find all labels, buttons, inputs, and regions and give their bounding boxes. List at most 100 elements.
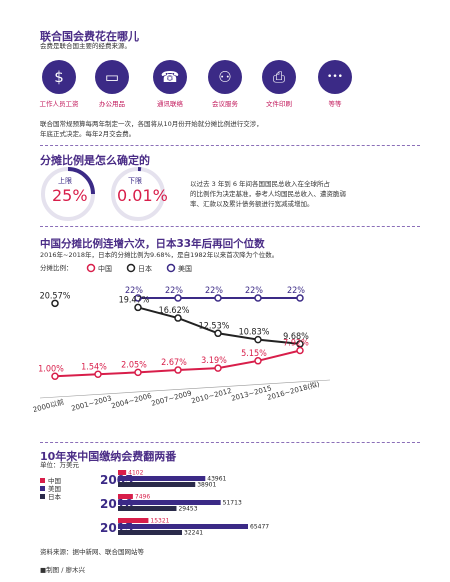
section3-subtitle: 2016年~2018年，日本的分摊比例为9.68%，是自1982年以来首次降为个… <box>40 251 279 259</box>
icon-label: 会议服务 <box>212 100 238 108</box>
line-chart: 22% 22% 22% 22% 22% 20.57% 19.47% 16.62% 12.53% 1… <box>32 286 331 414</box>
data-label: 2.67% <box>161 358 187 368</box>
legend-us-text: 美国 <box>178 264 192 273</box>
data-label: 22% <box>125 286 143 296</box>
line-legend: 中国 日本 美国 <box>86 263 192 273</box>
icon-label: 等等 <box>328 100 342 108</box>
bar-legend-label: 日本 <box>48 492 62 501</box>
data-point <box>214 329 222 338</box>
section3-title: 中国分摊比例连增六次，日本33年后再回个位数 <box>40 238 265 250</box>
divider-2 <box>40 226 420 227</box>
data-point <box>51 299 59 308</box>
bar-legend-swatch <box>40 478 45 483</box>
legend-label: 分摊比例： <box>40 264 73 272</box>
data-point <box>254 294 262 302</box>
more-icon: ••• <box>318 60 352 94</box>
data-label: 1.54% <box>81 362 107 372</box>
divider-1 <box>40 145 420 146</box>
footer-credit: ■制图 / 廖木兴 <box>40 566 85 574</box>
bar-value-label: 51713 <box>223 500 242 507</box>
bar <box>118 470 127 475</box>
bar-legend-label: 中国 <box>48 476 61 485</box>
legend-us-marker <box>166 263 176 273</box>
data-point <box>296 294 304 302</box>
data-label: 10.83% <box>239 328 270 338</box>
data-label: 22% <box>245 286 263 296</box>
bar-value-label: 4102 <box>128 470 143 477</box>
icon-label: 工作人员工资 <box>39 100 79 108</box>
bar-value-label: 38901 <box>197 482 216 489</box>
data-point <box>214 364 222 372</box>
section1-title: 联合国会费花在哪儿 <box>40 30 139 43</box>
data-label: 5.15% <box>241 349 267 359</box>
section1-subtitle: 会费是联合国主要的经费来源。 <box>40 42 131 50</box>
bar-value-label: 29453 <box>178 506 197 513</box>
data-label: 22% <box>205 286 223 296</box>
data-point <box>214 294 222 302</box>
x-tick-label: 2001~2003 <box>70 394 112 412</box>
data-label: 3.19% <box>201 356 227 366</box>
ratio-rings <box>41 167 165 221</box>
lower-value: 0.01% <box>117 186 168 205</box>
section1-note-2: 年底正式决定。每年2月交会费。 <box>40 130 136 138</box>
data-point <box>174 366 182 374</box>
data-point <box>174 294 182 302</box>
legend-china-text: 中国 <box>98 264 112 273</box>
icon-label: 办公用品 <box>99 100 125 108</box>
section2-title: 分摊比例是怎么确定的 <box>40 154 150 167</box>
bar-value-label: 15321 <box>150 518 169 525</box>
section4-title: 10年来中国缴纳会费翻两番 <box>40 450 177 463</box>
icon-label: 文件印刷 <box>266 100 292 108</box>
bar <box>118 518 149 523</box>
computer-icon: ▭ <box>95 60 129 94</box>
x-tick-label: 2000以前 <box>32 397 65 414</box>
data-label: 12.53% <box>199 321 230 331</box>
x-tick-label: 2007~2009 <box>150 389 192 407</box>
meeting-icon: ⚇ <box>208 60 242 94</box>
lower-label: 下限 <box>128 177 142 185</box>
divider-3 <box>40 442 420 443</box>
legend-japan-text: 日本 <box>138 264 152 273</box>
x-axis <box>39 379 331 399</box>
legend-japan-marker <box>126 263 136 273</box>
bar-legend-swatch <box>40 486 45 491</box>
data-point <box>94 370 102 379</box>
data-label: 2.05% <box>121 360 147 370</box>
data-point <box>254 357 262 365</box>
bar <box>118 524 248 529</box>
data-point <box>174 314 182 322</box>
data-point <box>134 368 142 377</box>
bar-value-label: 65477 <box>250 524 269 531</box>
bar <box>118 494 133 499</box>
upper-label: 上限 <box>58 177 72 185</box>
phone-icon: ☎ <box>153 60 187 94</box>
x-tick-label: 2016~2018(拟) <box>266 379 321 402</box>
section4-unit: 单位：万美元 <box>40 461 79 469</box>
bar <box>118 482 196 487</box>
data-point <box>296 346 304 355</box>
data-label: 20.57% <box>40 291 71 301</box>
upper-value: 25% <box>52 186 88 205</box>
data-label: 1.00% <box>38 364 64 374</box>
data-label: 7.92% <box>283 338 309 348</box>
upper-ring-arc <box>67 167 95 195</box>
data-point <box>51 372 59 381</box>
x-tick-label: 2010~2012 <box>190 387 232 405</box>
data-point <box>134 294 142 302</box>
data-point <box>134 303 142 312</box>
legend-china-marker <box>86 263 96 273</box>
printer-icon: ⎙ <box>262 60 296 94</box>
footer-source: 资料来源：据中新网、联合国网站等 <box>40 548 144 556</box>
bar <box>118 476 206 481</box>
x-tick-label: 2004~2006 <box>110 392 153 411</box>
bar <box>118 506 177 511</box>
data-point <box>254 335 262 344</box>
bar-value-label: 7496 <box>135 494 150 501</box>
data-label: 16.62% <box>159 306 190 316</box>
section2-desc-1: 以过去 3 年到 6 年间各国国民总收入在全球所占 <box>190 180 331 188</box>
data-label: 19.47% <box>119 295 150 305</box>
data-label: 22% <box>287 286 305 296</box>
data-label: 22% <box>165 286 183 296</box>
section2-desc-3: 率、汇款以及累计债务额进行宽减或增加。 <box>190 200 314 208</box>
